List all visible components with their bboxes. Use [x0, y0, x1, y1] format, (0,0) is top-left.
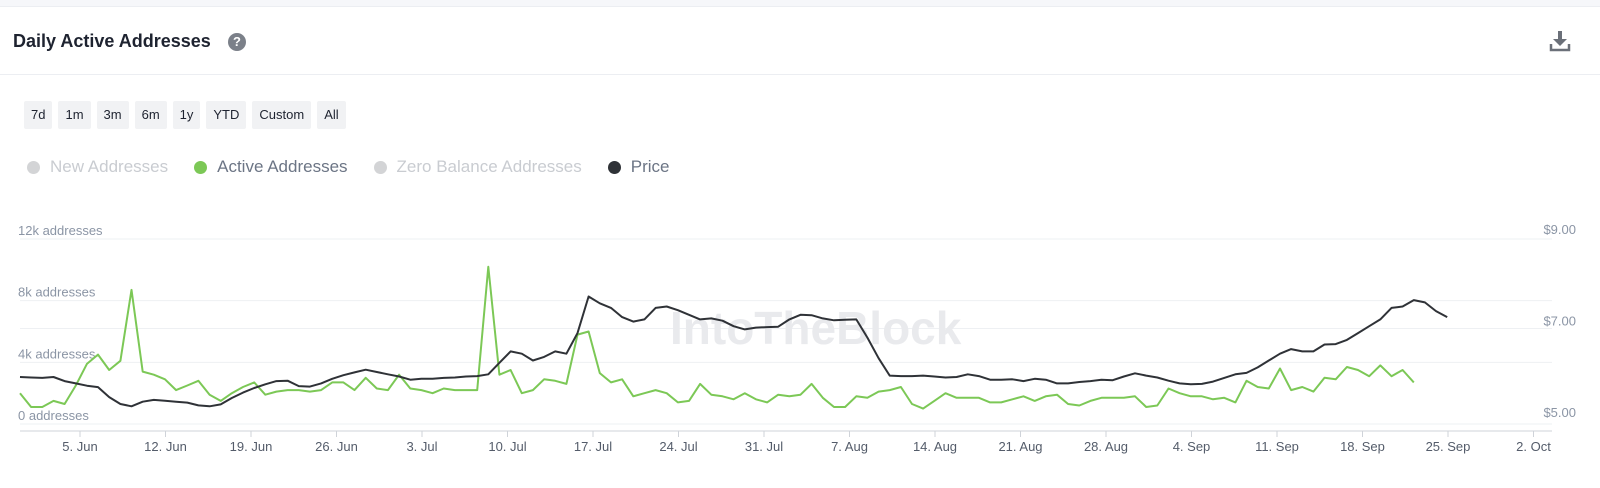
- chart-card: Daily Active Addresses ? 7d 1m 3m 6m 1y …: [0, 6, 1600, 488]
- x-tick-label: 31. Jul: [745, 439, 783, 454]
- legend-label: New Addresses: [50, 157, 169, 176]
- range-custom-button[interactable]: Custom: [252, 101, 312, 129]
- legend-price[interactable]: Price: [607, 157, 670, 177]
- legend-dot-icon: [607, 160, 621, 174]
- range-3m-button[interactable]: 3m: [96, 101, 129, 129]
- x-tick-label: 17. Jul: [574, 439, 612, 454]
- active-addresses-line: [19, 265, 1415, 410]
- y-axis-left: 0 addresses 4k addresses 8k addresses 12k a…: [18, 223, 103, 423]
- range-1m-button[interactable]: 1m: [58, 101, 91, 129]
- price-line: [19, 295, 1448, 408]
- y-tick-label: 8k addresses: [18, 285, 96, 300]
- y-tick-label: 4k addresses: [18, 346, 96, 361]
- y-tick-label: 0 addresses: [18, 408, 89, 423]
- legend-label: Price: [630, 157, 670, 176]
- range-ytd-button[interactable]: YTD: [206, 101, 247, 129]
- x-axis: 5. Jun 12. Jun 19. Jun 26. Jun 3. Jul 10. Jul…: [20, 430, 1552, 454]
- x-tick-label: 5. Jun: [62, 439, 97, 454]
- range-7d-button[interactable]: 7d: [24, 101, 53, 129]
- legend-active-addresses[interactable]: Active Addresses: [194, 157, 348, 177]
- grid-lines: [20, 238, 1552, 425]
- x-tick-label: 12. Jun: [144, 439, 187, 454]
- x-tick-label: 21. Aug: [998, 439, 1042, 454]
- y-tick-label-right: $5.00: [1543, 405, 1576, 420]
- x-tick-label: 14. Aug: [913, 439, 957, 454]
- download-icon[interactable]: [1548, 29, 1572, 53]
- range-all-button[interactable]: All: [317, 101, 346, 129]
- x-tick-label: 28. Aug: [1084, 439, 1128, 454]
- x-tick-label: 4. Sep: [1173, 439, 1211, 454]
- range-selector: 7d 1m 3m 6m 1y YTD Custom All: [24, 101, 346, 129]
- range-6m-button[interactable]: 6m: [134, 101, 167, 129]
- range-1y-button[interactable]: 1y: [172, 101, 201, 129]
- x-tick-label: 10. Jul: [488, 439, 526, 454]
- x-tick-label: 26. Jun: [315, 439, 358, 454]
- x-tick-label: 7. Aug: [831, 439, 868, 454]
- y-tick-label-right: $7.00: [1543, 314, 1576, 329]
- legend-label: Active Addresses: [217, 157, 348, 176]
- y-axis-right: $5.00 $7.00 $9.00: [1543, 222, 1576, 420]
- y-tick-label: 12k addresses: [18, 223, 103, 238]
- x-tick-label: 25. Sep: [1426, 439, 1471, 454]
- legend-dot-icon: [194, 160, 208, 174]
- y-tick-label-right: $9.00: [1543, 222, 1576, 237]
- question-circle-icon[interactable]: ?: [228, 33, 246, 51]
- legend-dot-icon: [373, 160, 387, 174]
- x-tick-label: 11. Sep: [1255, 439, 1299, 454]
- x-tick-label: 19. Jun: [230, 439, 273, 454]
- legend-label: Zero Balance Addresses: [396, 157, 582, 176]
- watermark-text: IntoTheBlock: [670, 302, 962, 354]
- x-tick-label: 2. Oct: [1516, 439, 1551, 454]
- chart-title: Daily Active Addresses: [13, 31, 211, 51]
- chart-legend: New Addresses Active Addresses Zero Bala…: [27, 157, 695, 177]
- x-tick-label: 18. Sep: [1340, 439, 1385, 454]
- card-header: Daily Active Addresses ?: [0, 7, 1600, 75]
- legend-zero-balance-addresses[interactable]: Zero Balance Addresses: [373, 157, 582, 177]
- legend-dot-icon: [27, 160, 40, 174]
- x-tick-label: 24. Jul: [659, 439, 697, 454]
- legend-new-addresses[interactable]: New Addresses: [27, 157, 168, 177]
- x-tick-label: 3. Jul: [406, 439, 437, 454]
